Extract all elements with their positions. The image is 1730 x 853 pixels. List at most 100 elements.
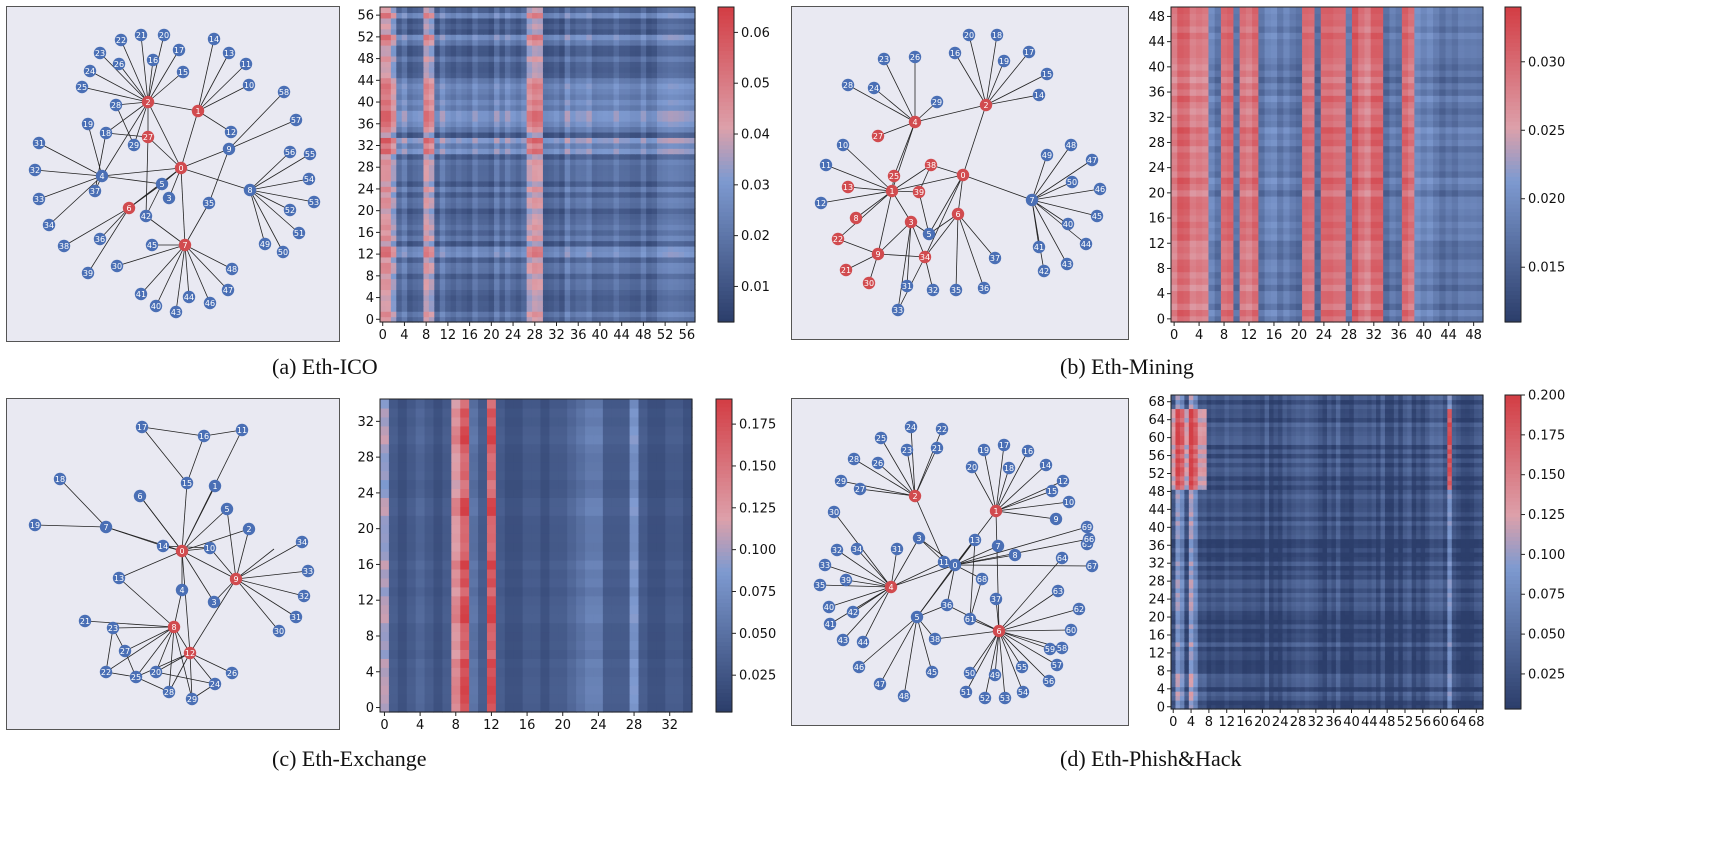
heatmap-cell (1264, 290, 1272, 298)
heatmap-cell (656, 28, 664, 35)
heatmap-cell (1426, 208, 1434, 216)
heatmap-cell (1433, 233, 1440, 241)
heatmap-cell (515, 294, 522, 301)
heatmap-cell (1458, 303, 1465, 310)
heatmap-cell (494, 316, 501, 323)
heatmap-cell (689, 28, 696, 35)
graph-edge (140, 34, 149, 103)
heatmap-cell (521, 267, 528, 274)
graph-node: 27 (871, 129, 885, 143)
heatmap-cell (613, 17, 620, 24)
heatmap-cell (1233, 303, 1241, 310)
heatmap-cell (450, 115, 457, 122)
graph-node-circle (1040, 67, 1054, 81)
heatmap-cell (396, 28, 403, 35)
graph-node: 32 (28, 163, 42, 177)
heatmap-cell (532, 273, 539, 280)
heatmap-cell (635, 175, 642, 182)
heatmap-cell (1177, 233, 1185, 241)
heatmap-cell (1295, 227, 1303, 235)
heatmap-cell (385, 180, 392, 187)
heatmap-cell (483, 142, 490, 149)
graph-edge (147, 34, 165, 103)
heatmap-cell (521, 45, 528, 52)
heatmap-cell (434, 72, 441, 79)
heatmap-cell (1458, 214, 1465, 222)
heatmap-cell (412, 283, 419, 291)
heatmap-cell (553, 88, 560, 95)
heatmap-cell (1370, 315, 1378, 323)
heatmap-cell (504, 39, 511, 46)
heatmap-cell (613, 121, 620, 128)
heatmap-cell (651, 148, 658, 155)
heatmap-cell (618, 218, 625, 225)
heatmap-cell (1308, 221, 1316, 229)
heatmap-cell (418, 175, 425, 182)
heatmap-cell (434, 148, 441, 155)
heatmap-cell (542, 278, 549, 285)
heatmap-cell (510, 77, 517, 84)
heatmap-cell (445, 61, 452, 68)
heatmap-cell (1364, 309, 1372, 317)
heatmap-cell (580, 142, 587, 149)
heatmap-cell (407, 169, 414, 176)
heatmap-cell (428, 148, 435, 155)
heatmap-cell (651, 34, 658, 41)
heatmap-cell (548, 235, 555, 242)
heatmap-cell (629, 305, 636, 312)
heatmap-cell (678, 202, 685, 209)
heatmap-cell (689, 273, 696, 280)
heatmap-cell (651, 142, 658, 149)
heatmap-cell (390, 300, 397, 307)
heatmap-cell (575, 229, 582, 236)
heatmap-cell (385, 159, 392, 166)
heatmap-cell (445, 126, 452, 133)
heatmap-cell (1383, 227, 1390, 235)
heatmap-cell (646, 186, 653, 193)
heatmap-cell (434, 61, 441, 68)
heatmap-cell (1476, 202, 1484, 210)
heatmap-cell (526, 148, 533, 155)
heatmap-cell (629, 28, 636, 35)
heatmap-cell (521, 72, 528, 79)
heatmap-cell (1420, 277, 1428, 285)
heatmap-cell (445, 83, 452, 90)
heatmap-cell (461, 256, 468, 263)
heatmap-cell (423, 245, 430, 252)
heatmap-cell (439, 256, 446, 263)
heatmap-cell (575, 104, 582, 111)
heatmap-cell (456, 104, 463, 111)
heatmap-cell (629, 110, 636, 117)
graph-node: 21 (839, 263, 853, 277)
heatmap-cell (521, 207, 528, 214)
heatmap-cell (1414, 214, 1422, 222)
heatmap-cell (1420, 296, 1428, 304)
heatmap-cell (618, 72, 625, 79)
heatmap-cell (662, 77, 669, 84)
heatmap-cell (678, 218, 685, 225)
heatmap-cell (423, 121, 430, 128)
heatmap-cell (1239, 296, 1247, 304)
heatmap-cell (586, 77, 593, 84)
heatmap-cell (390, 240, 397, 247)
heatmap-cell (445, 23, 452, 30)
heatmap-cell (466, 88, 473, 95)
heatmap-cell (418, 207, 425, 214)
heatmap-cell (548, 300, 555, 307)
heatmap-cell (570, 61, 577, 68)
heatmap-cell (396, 207, 403, 214)
heatmap-cell (380, 121, 387, 128)
heatmap-cell (1233, 246, 1241, 254)
heatmap-cell (1383, 202, 1390, 210)
heatmap-cell (1252, 227, 1259, 235)
heatmap-cell (472, 175, 479, 182)
heatmap-cell (401, 224, 408, 231)
heatmap-cell (412, 121, 419, 128)
heatmap-cell (434, 251, 441, 258)
heatmap-cell (504, 34, 511, 41)
heatmap-cell (640, 7, 647, 14)
heatmap-cell (1177, 265, 1185, 273)
heatmap-cell (445, 39, 452, 46)
heatmap-cell (553, 121, 560, 128)
heatmap-cell (472, 34, 479, 41)
